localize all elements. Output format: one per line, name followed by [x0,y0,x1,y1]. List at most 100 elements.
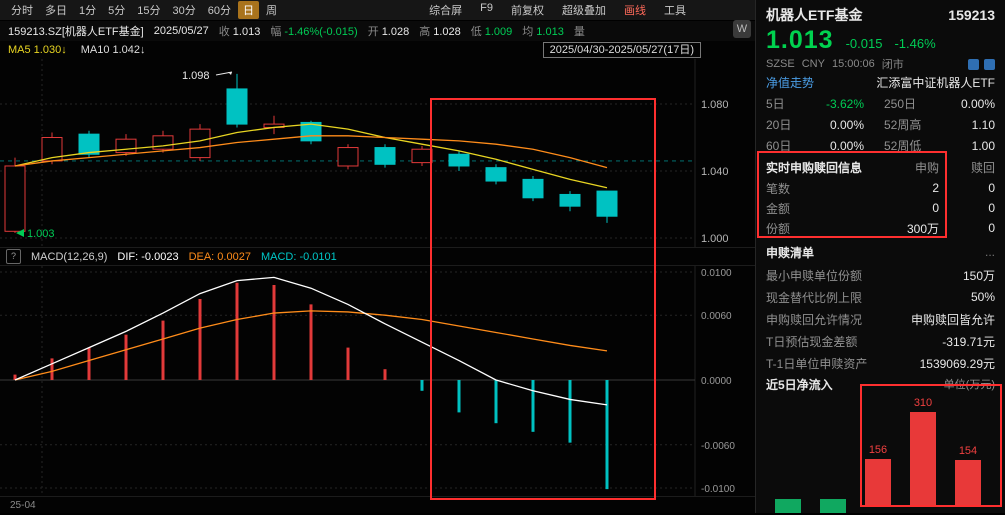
ma5-line [14,123,608,189]
low-value: 1.009 [484,26,513,38]
period-tab-weekly[interactable]: 周 [266,5,277,17]
tool-super-overlay[interactable]: 超级叠加 [562,5,606,17]
x-axis-strip: 25-04 [0,496,755,515]
kv-row-cash-ratio: 现金替代比例上限 50% [756,286,1005,308]
period-tab-duori[interactable]: 多日 [45,5,67,17]
svg-text:1.080: 1.080 [701,99,729,111]
status-icons [963,58,995,70]
volume-label: 量 [573,26,585,38]
volume-field: 量 [574,23,588,39]
alert-icon[interactable] [968,58,979,70]
kv-label: T-1日单位申赎资产 [766,356,868,371]
flow-bar [820,499,846,513]
macd-name[interactable]: MACD(12,26,9) [31,250,108,263]
stat-row: 20日 0.00% 52周高 1.10 [756,114,1005,135]
change-value: -1.46%(-0.015) [284,26,358,38]
avg-value: 1.013 [536,26,564,38]
kv-value: 50% [970,290,995,304]
kv-value: 申购赎回皆允许 [910,312,995,327]
period-tab-1min[interactable]: 1分 [79,5,97,17]
more-button[interactable]: ... [984,245,995,259]
kv-label: 申购赎回允许情况 [766,312,863,327]
nav-trend-link[interactable]: 净值走势 [766,76,815,90]
candle-body [4,165,26,232]
tool-draw-line[interactable]: 画线 [624,5,646,17]
tool-composite-screen[interactable]: 综合屏 [429,5,463,17]
col-buy-header: 申购 [914,160,939,175]
svg-text:1.000: 1.000 [701,233,729,245]
candle-body [374,147,396,165]
svg-text:1.040: 1.040 [701,166,729,178]
tools-group: 综合屏 F9 前复权 超级叠加 画线 工具 [424,1,691,19]
date-range-box[interactable]: 2025/04/30-2025/05/27(17日) [542,42,701,58]
underlying-fund-name: 汇添富中证机器人ETF [876,76,995,90]
price-row: 1.013 -0.015 -1.46% [756,26,1005,56]
candle-body [189,128,211,159]
stat-label-5d: 5日 [766,97,785,111]
stat-row: 5日 -3.62% 250日 0.00% [756,93,1005,114]
watermark-badge[interactable]: W [733,20,751,38]
change-field: 幅 -1.46%(-0.015) [270,23,357,39]
kv-value: 1539069.29元 [919,356,995,371]
stat-value-20d: 0.00% [829,117,864,132]
subscription-title: 实时申购赎回信息 [766,160,863,175]
kv-label: 现金替代比例上限 [766,290,863,305]
open-field: 开 1.028 [368,23,410,39]
period-tab-daily[interactable]: 日 [238,1,259,19]
candle-body [115,138,137,154]
dea-value: DEA: 0.0027 [188,250,251,263]
svg-text:0.0060: 0.0060 [701,311,732,322]
symbol-label[interactable]: 159213.SZ[机器人ETF基金] [8,26,144,38]
tool-toolbox[interactable]: 工具 [664,5,686,17]
period-tab-5min[interactable]: 5分 [108,5,126,17]
redemption-list-header: 申赎清单 ... [756,238,1005,264]
flow-bar [955,460,981,507]
ma5-value: MA5 1.030↓ [8,44,67,56]
candle-body [485,167,507,182]
tool-forward-adjust[interactable]: 前复权 [511,5,544,17]
trade-date: 2025/05/27 [153,25,209,37]
subscription-row-count: 笔数 2 0 [756,178,1005,198]
net-inflow-header: 近5日净流入 单位(万元) [756,374,1005,394]
flow-bar [910,412,936,507]
kv-row-min-unit: 最小申赎单位份额 150万 [756,264,1005,286]
ma10-line [14,135,608,169]
redemption-list-title: 申赎清单 [766,245,815,260]
open-value: 1.028 [381,26,410,38]
sell-value: 0 [988,181,995,195]
high-annotation: 1.098 [182,70,210,82]
unit-label: 单位(万元) [943,379,995,391]
tool-f9[interactable]: F9 [480,2,493,14]
low-field: 低 1.009 [471,23,513,39]
stat-value-52w-high: 1.10 [971,117,995,132]
info-bar: 159213.SZ[机器人ETF基金] 2025/05/27 收 1.013 幅-… [0,21,755,41]
open-label: 开 [367,26,379,38]
avg-label: 均 [522,26,534,38]
period-tab-15min[interactable]: 15分 [137,5,161,17]
net-inflow-chart[interactable]: 156 310 154 [756,394,1005,513]
chart-area: 分时 多日 1分 5分 15分 30分 60分 日 周 综合屏 F9 前复权 超… [0,0,755,513]
period-tab-60min[interactable]: 60分 [207,5,231,17]
stat-value-250d: 0.00% [960,96,995,111]
macd-value: MACD: -0.0101 [260,250,337,263]
fund-name: 机器人ETF基金 [766,7,863,23]
candle-body [411,148,433,164]
svg-text:-0.0100: -0.0100 [701,484,735,495]
kv-row-permission: 申购赎回允许情况 申购赎回皆允许 [756,308,1005,330]
candlestick-chart[interactable]: 1.080 1.040 1.000 1.098 1.003 [0,59,755,247]
quote-header: 机器人ETF基金 159213 [756,0,1005,26]
stat-value-5d: -3.62% [825,96,864,111]
macd-help-icon[interactable]: ? [6,249,21,264]
period-tab-fenshi[interactable]: 分时 [11,5,33,17]
kv-label: T日预估现金差额 [766,334,858,349]
flow-bar [865,459,891,507]
candle-body [226,88,248,125]
change-label: 幅 [270,26,282,38]
pin-icon[interactable] [984,58,995,70]
buy-value: 2 [932,181,939,195]
flow-bar [775,499,801,513]
macd-chart[interactable]: 0.0100 0.0060 0.0000 -0.0060 -0.0100 [0,266,755,496]
candle-body [522,178,544,199]
period-tab-30min[interactable]: 30分 [172,5,196,17]
quote-time: 15:00:06 [831,58,875,70]
